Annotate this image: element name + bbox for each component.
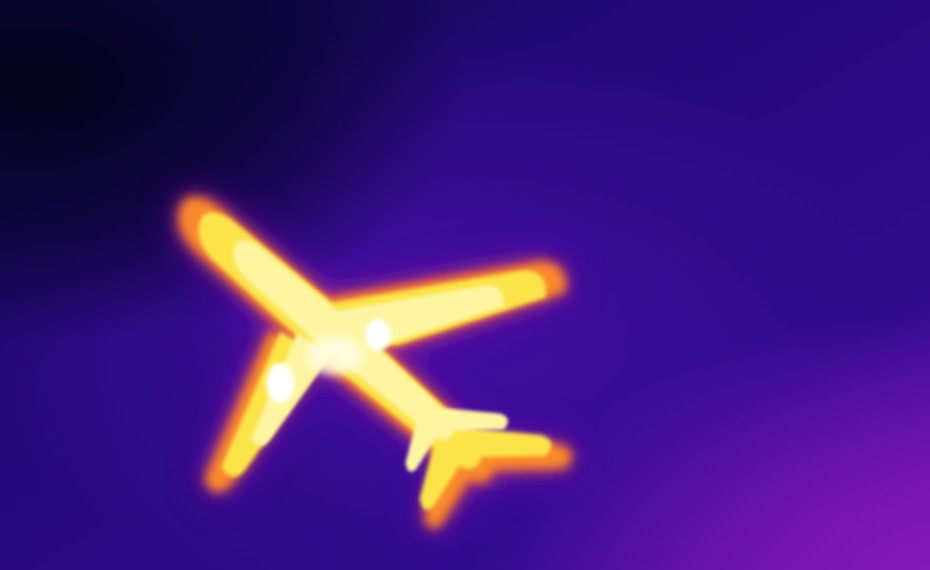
right-engine-hotspot	[365, 319, 391, 351]
fuselage-center-hotspot	[307, 335, 363, 375]
left-engine-hotspot	[266, 363, 294, 403]
